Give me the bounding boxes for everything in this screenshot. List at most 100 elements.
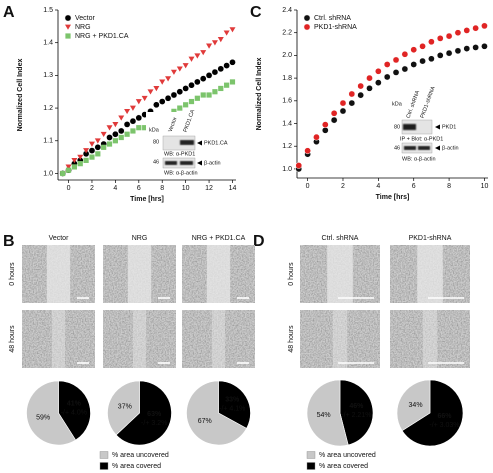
- row-label: 0 hours: [288, 262, 295, 286]
- legend-label: NRG + PKD1.CA: [75, 33, 129, 40]
- marker: [142, 125, 148, 131]
- x-tick-label: 14: [229, 185, 237, 192]
- arrow: [435, 124, 440, 130]
- blot-membrane: [162, 157, 196, 169]
- marker: [153, 86, 160, 92]
- pie-error-label: -/+ 2.21%: [341, 412, 371, 419]
- wound-gap: [417, 245, 443, 303]
- marker: [112, 130, 119, 138]
- blot-band: [180, 161, 193, 165]
- marker: [313, 133, 320, 141]
- marker: [182, 63, 189, 69]
- wound-gap: [46, 245, 71, 303]
- x-tick-label: 6: [137, 185, 141, 192]
- wound-gap: [206, 245, 231, 303]
- blot-membrane: [401, 142, 433, 154]
- marker: [224, 82, 230, 88]
- y-tick-label: 1.3: [43, 72, 53, 79]
- pie-value-label: 37%: [118, 403, 132, 410]
- marker: [401, 50, 409, 58]
- marker: [366, 74, 373, 82]
- y-tick-label: 2.2: [282, 30, 292, 37]
- y-tick-label: 1.0: [282, 166, 292, 173]
- x-tick-label: 10: [481, 183, 489, 190]
- x-tick-label: 8: [160, 185, 164, 192]
- legend-label: Ctrl. shRNA: [314, 15, 351, 22]
- marker: [71, 164, 77, 170]
- pie-slice: [218, 380, 251, 429]
- marker: [304, 147, 311, 155]
- marker: [375, 67, 382, 75]
- blot-inset-a: kDa Vector PKD1.CA 80 PKD1.CA WB: α-PKD1…: [146, 109, 232, 178]
- marker: [129, 105, 136, 111]
- blot-membrane: [401, 119, 433, 135]
- marker: [118, 115, 125, 121]
- marker: [205, 72, 213, 79]
- marker: [383, 61, 391, 68]
- micrograph-texture: [300, 310, 380, 368]
- marker: [158, 98, 166, 105]
- arrow: [435, 145, 440, 151]
- marker: [188, 81, 195, 89]
- marker: [211, 40, 218, 46]
- micrograph-texture: [22, 310, 95, 368]
- marker: [383, 73, 391, 81]
- marker: [188, 98, 195, 105]
- pie-slice: [186, 380, 247, 446]
- x-tick-label: 0: [306, 183, 310, 190]
- marker: [159, 79, 166, 85]
- y-axis-title: Normalized Cell Index: [17, 59, 24, 132]
- pie-slice: [115, 380, 172, 446]
- marker: [71, 157, 78, 164]
- pie-value-label: 67%: [198, 418, 212, 425]
- legend-label: Vector: [75, 15, 96, 22]
- mw-marker: 80: [394, 124, 400, 130]
- marker: [124, 108, 131, 115]
- blot-inset-c: kDa Ctrl. shRNA PKD1-shRNA 80 PKD1 IP + …: [389, 85, 477, 166]
- pie-value-label: 46%: [349, 403, 364, 410]
- y-tick-label: 1.6: [282, 98, 292, 105]
- panel-label: C: [250, 4, 262, 21]
- marker: [206, 92, 212, 98]
- mw-marker: 46: [394, 145, 400, 151]
- marker: [112, 138, 118, 144]
- legend-swatch: [306, 462, 316, 470]
- x-axis-title: Time [hrs]: [130, 196, 164, 203]
- marker: [445, 49, 453, 57]
- pie-value-label: 54%: [317, 412, 331, 419]
- marker: [171, 108, 177, 114]
- x-tick-label: 6: [412, 183, 416, 190]
- marker: [176, 66, 183, 72]
- legend-marker: [303, 14, 311, 22]
- marker: [454, 47, 462, 55]
- arrow: [197, 140, 202, 146]
- pie-slice: [401, 379, 464, 447]
- column-title: Vector: [49, 235, 70, 242]
- marker: [177, 105, 183, 111]
- mw-marker: 80: [153, 139, 159, 145]
- pie-value-label: 33%: [225, 397, 240, 404]
- pie-value-label: 59%: [36, 414, 50, 421]
- marker: [188, 56, 195, 62]
- marker: [463, 45, 471, 52]
- panel-label: A: [3, 4, 15, 21]
- marker: [392, 69, 400, 76]
- marker: [194, 78, 201, 86]
- marker: [419, 57, 426, 65]
- column-title: Ctrl. shRNA: [322, 235, 359, 242]
- pie-value-label: 63%: [147, 411, 162, 418]
- marker: [106, 141, 113, 147]
- column-title: NRG + PKD1.CA: [192, 235, 246, 242]
- marker: [123, 121, 131, 128]
- marker: [117, 127, 125, 135]
- marker: [217, 37, 224, 43]
- marker: [463, 27, 471, 34]
- micrograph-texture: [390, 310, 470, 368]
- marker: [135, 99, 142, 105]
- antibody-label: WB: α-β-actin: [402, 156, 436, 162]
- legend-label: % area uncovered: [319, 452, 376, 459]
- marker: [321, 126, 329, 134]
- marker: [330, 116, 338, 124]
- micrographs: 0 hours 48 hours 0 hours 48 hours: [9, 245, 470, 368]
